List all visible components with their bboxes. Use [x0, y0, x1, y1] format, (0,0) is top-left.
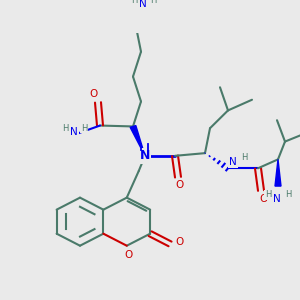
- Text: O: O: [176, 180, 184, 190]
- Text: H: H: [241, 153, 247, 162]
- Text: O: O: [124, 250, 133, 260]
- Text: N: N: [273, 194, 281, 203]
- Text: N: N: [140, 149, 150, 162]
- Text: O: O: [90, 89, 98, 99]
- Text: H: H: [62, 124, 68, 133]
- Text: N: N: [139, 0, 147, 9]
- Text: H: H: [265, 190, 271, 200]
- Polygon shape: [275, 159, 281, 186]
- Text: O: O: [259, 194, 267, 203]
- Text: O: O: [175, 237, 183, 247]
- Text: H: H: [131, 0, 137, 4]
- Text: N: N: [70, 127, 78, 137]
- Polygon shape: [130, 125, 145, 156]
- Text: H: H: [150, 0, 156, 4]
- Text: H: H: [81, 124, 87, 133]
- Text: H: H: [285, 190, 291, 200]
- Text: N: N: [229, 157, 237, 167]
